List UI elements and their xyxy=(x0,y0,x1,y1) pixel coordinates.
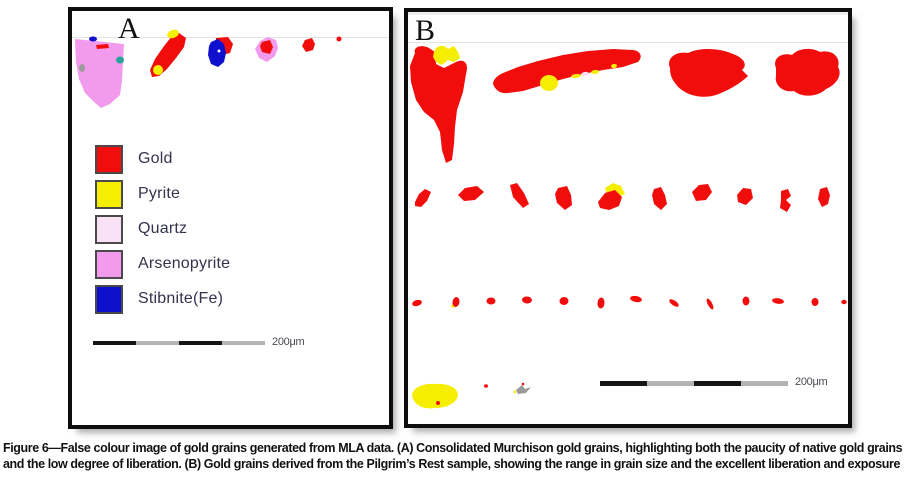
grain-gold xyxy=(493,49,641,94)
scale-bar-segment xyxy=(647,381,694,386)
grain-gold xyxy=(555,186,572,210)
legend-swatch xyxy=(95,179,123,209)
legend-label: Gold xyxy=(138,150,173,167)
grain-gold xyxy=(811,298,819,306)
panel-b-canvas: B 200μm xyxy=(408,12,848,424)
grain-gold xyxy=(692,184,712,201)
scale-bar-segment xyxy=(93,341,136,345)
grain-gold xyxy=(706,298,714,310)
grain-pyrite xyxy=(540,75,558,91)
scale-label: 200μm xyxy=(795,376,828,388)
grain-gold xyxy=(559,296,569,306)
grain-gold xyxy=(452,297,460,307)
scale-bar-segment xyxy=(600,381,647,386)
scale-label: 200μm xyxy=(272,336,305,348)
grain-gold xyxy=(669,299,679,307)
legend-swatch xyxy=(95,249,123,279)
legend-item-gold: Gold xyxy=(95,144,230,174)
scale-bar-segment xyxy=(694,381,741,386)
grain-gold xyxy=(410,46,467,163)
panel-b-label: B xyxy=(415,14,436,47)
legend-swatch xyxy=(95,144,123,174)
figure-caption-line-1: Figure 6—False colour image of gold grai… xyxy=(3,441,903,455)
grain-gold xyxy=(412,299,422,307)
panel-b: B 200μm xyxy=(404,8,852,428)
grain-gold xyxy=(486,297,496,305)
panel-a: A Gold Pyrite Quartz Arsenopyrite Stibnite(F… xyxy=(68,7,393,429)
grain-gold xyxy=(458,186,484,201)
scale-bar-segment xyxy=(741,381,788,386)
grain-gold xyxy=(510,183,529,208)
grain-gold xyxy=(302,38,315,52)
legend-item-pyrite: Pyrite xyxy=(95,179,230,209)
legend-label: Pyrite xyxy=(138,185,181,202)
grain-gold xyxy=(669,48,748,97)
grain-gray xyxy=(516,385,531,394)
grain-gold xyxy=(818,187,830,207)
panel-b-top-strip xyxy=(408,12,848,15)
grain-teal xyxy=(116,56,124,64)
panel-a-canvas: A Gold Pyrite Quartz Arsenopyrite Stibnite(F… xyxy=(72,11,389,425)
scale-bar xyxy=(93,341,265,345)
scale-bar-segment xyxy=(179,341,222,345)
grain-white xyxy=(217,49,221,53)
grain-gold xyxy=(630,295,642,303)
grain-gold xyxy=(737,188,753,205)
grain-gold xyxy=(742,296,750,306)
grain-gold xyxy=(775,48,840,96)
grain-gold xyxy=(841,299,847,305)
legend-swatch xyxy=(95,214,123,244)
panel-a-label: A xyxy=(118,12,140,45)
legend-label: Arsenopyrite xyxy=(138,255,231,272)
grain-gold xyxy=(336,36,342,42)
grain-arsenopyrite xyxy=(75,39,124,108)
grain-pyrite xyxy=(513,390,517,394)
grain-gold xyxy=(436,401,440,405)
grain-pyrite xyxy=(591,69,599,75)
grain-gold xyxy=(96,44,109,49)
grain-gold xyxy=(772,298,784,304)
grain-gold xyxy=(598,190,622,210)
grain-quartz xyxy=(581,71,589,77)
legend-item-arsenopyrite: Arsenopyrite xyxy=(95,249,231,279)
grain-stibnite xyxy=(208,39,226,67)
grain-pyrite xyxy=(153,65,163,75)
legend-item-quartz: Quartz xyxy=(95,214,230,244)
grain-gold xyxy=(260,40,273,54)
grain-pyrite xyxy=(571,73,581,79)
grain-gold xyxy=(484,384,488,388)
grain-gold xyxy=(415,189,431,207)
legend: Gold Pyrite Quartz Arsenopyrite Stibnite(Fe) xyxy=(95,144,231,320)
legend-label: Quartz xyxy=(138,220,188,237)
panel-a-grains xyxy=(75,29,342,108)
grain-pyrite xyxy=(611,63,617,69)
panel-b-top-divider xyxy=(408,42,848,43)
grain-pyrite xyxy=(433,45,460,65)
grain-stibnite xyxy=(89,36,97,42)
panel-b-grains xyxy=(410,45,847,409)
figure-caption-line-2: and the low degree of liberation. (B) Go… xyxy=(3,456,901,471)
scale-bar-segment xyxy=(222,341,265,345)
grain-gold xyxy=(780,189,791,212)
grain-gold xyxy=(522,296,532,304)
scale-bar xyxy=(600,381,788,386)
grain-gold xyxy=(521,382,525,386)
legend-label: Stibnite(Fe) xyxy=(138,290,224,307)
grain-gold xyxy=(652,187,667,210)
panel-a-top-divider xyxy=(72,37,389,38)
figure-caption: Figure 6—False colour image of gold grai… xyxy=(3,441,911,472)
grain-gold xyxy=(597,297,605,309)
grain-gray xyxy=(79,64,85,72)
scale-bar-segment xyxy=(136,341,179,345)
legend-item-stibnite-fe-: Stibnite(Fe) xyxy=(95,284,230,314)
grain-pyrite xyxy=(167,29,179,39)
grain-pyrite xyxy=(412,383,458,409)
legend-swatch xyxy=(95,284,123,314)
